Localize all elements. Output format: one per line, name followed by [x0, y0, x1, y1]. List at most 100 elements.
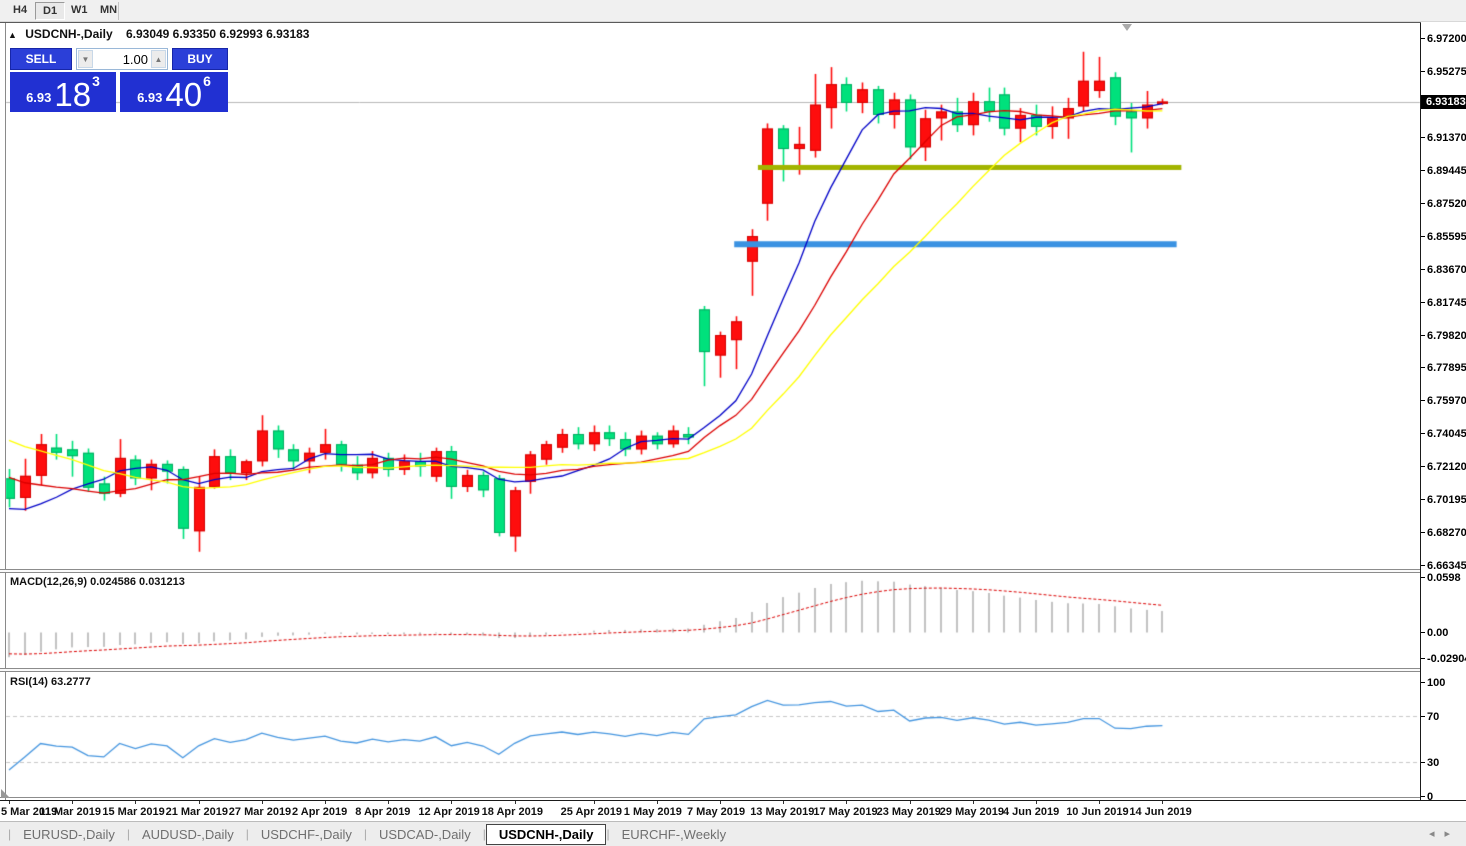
time-axis[interactable]: 5 Mar 2019 11 Mar 2019 15 Mar 2019 21 Ma…	[0, 801, 1466, 821]
chart-left-border	[5, 23, 6, 800]
axis-tick	[1421, 577, 1425, 579]
axis-tick	[1421, 761, 1425, 763]
axis-tick	[1421, 795, 1425, 797]
axis-label: -0.029049	[1421, 653, 1466, 665]
axis-label: 0.0598	[1421, 572, 1466, 584]
date-label: 12 Apr 2019	[418, 806, 480, 818]
date-tick	[325, 801, 326, 804]
chart-tab-usdcad[interactable]: USDCAD-,Daily	[378, 826, 471, 842]
axis-label: 6.87520	[1421, 198, 1466, 210]
axis-label: 0	[1421, 791, 1466, 803]
tab-scroll-right-icon[interactable]: ▸	[1444, 828, 1460, 840]
panel-splitter	[0, 669, 1466, 671]
symbol-header: ▲ USDCNH-,Daily 6.93049 6.93350 6.92993 …	[8, 27, 309, 41]
date-tick	[909, 801, 911, 804]
timeframe-button-h4[interactable]: H4	[13, 4, 28, 16]
ask-price-prefix: 6.93	[137, 90, 163, 105]
timeframe-button-mn[interactable]: MN	[100, 4, 118, 16]
collapse-triangle-icon[interactable]: ▲	[8, 30, 17, 40]
date-tick	[593, 801, 595, 804]
tab-divider: |	[245, 827, 249, 841]
axis-tick	[1421, 682, 1425, 683]
tab-divider: |	[363, 827, 367, 841]
bid-price-box[interactable]: 6.93 18 3	[10, 72, 116, 112]
axis-label: 6.83670	[1421, 264, 1466, 276]
date-label: 11 Mar 2019	[39, 806, 101, 818]
panel-splitter	[0, 797, 1466, 798]
axis-tick	[1421, 137, 1425, 139]
volume-down-icon[interactable]: ▼	[78, 50, 93, 68]
date-tick	[846, 801, 848, 804]
axis-label: 6.75970	[1421, 395, 1466, 407]
date-tick	[388, 801, 390, 804]
chart-shift-icon[interactable]	[1122, 24, 1132, 31]
timeframe-button-w1[interactable]: W1	[71, 4, 88, 16]
macd-label: MACD(12,26,9) 0.024586 0.031213	[10, 576, 185, 588]
date-label: 27 Mar 2019	[228, 806, 292, 818]
axis-label: 30	[1421, 757, 1466, 769]
bid-price-sup: 3	[92, 73, 100, 89]
date-label: 5 Mar 2019	[1, 806, 58, 818]
bid-price-prefix: 6.93	[26, 90, 52, 105]
axis-label: 6.89445	[1421, 165, 1466, 177]
axis-tick	[1421, 531, 1425, 533]
symbol-title: USDCNH-,Daily	[25, 27, 113, 41]
volume-up-icon[interactable]: ▲	[151, 50, 166, 68]
axis-tick	[1421, 301, 1425, 303]
date-label: 21 Mar 2019	[165, 806, 228, 818]
axis-tick	[1421, 203, 1425, 205]
axis-label: 0.00	[1421, 627, 1466, 639]
date-tick	[1162, 801, 1164, 804]
tab-scroll-left-icon[interactable]: ◂	[1428, 828, 1445, 840]
ohlc-quote: 6.93049 6.93350 6.92993 6.93183	[125, 27, 310, 41]
date-tick	[1099, 801, 1101, 804]
bid-price-big: 18	[54, 76, 92, 113]
tab-divider: |	[482, 827, 486, 841]
axis-tick	[1421, 334, 1425, 336]
date-label: 1 May 2019	[623, 806, 682, 818]
date-label: 7 May 2019	[687, 806, 746, 818]
date-tick	[972, 801, 974, 804]
price-axis-border	[1420, 23, 1421, 800]
date-label: 29 May 2019	[939, 806, 1005, 818]
date-label: 17 May 2019	[813, 806, 878, 818]
time-axis-border	[0, 800, 1466, 801]
tab-divider: |	[126, 827, 130, 841]
chart-tab-eurusd[interactable]: EURUSD-,Daily	[23, 826, 115, 842]
ask-price-box[interactable]: 6.93 40 6	[120, 72, 228, 112]
date-label: 18 Apr 2019	[481, 806, 543, 818]
panel-splitter	[0, 671, 1466, 672]
axis-label: 6.70195	[1421, 494, 1466, 506]
volume-input[interactable]	[94, 50, 150, 68]
date-tick	[720, 801, 721, 804]
chart-tab-audusd[interactable]: AUDUSD-,Daily	[141, 826, 234, 842]
chart-tab-usdchf[interactable]: USDCHF-,Daily	[260, 826, 352, 842]
sell-button[interactable]: SELL	[10, 48, 72, 70]
timeframe-button-d1[interactable]: D1	[35, 2, 66, 20]
panel-splitter[interactable]	[0, 668, 1466, 669]
axis-label: 6.81745	[1421, 297, 1466, 309]
axis-tick	[1421, 498, 1425, 500]
axis-tick	[1421, 564, 1425, 566]
chart-tab-eurchf[interactable]: EURCHF-,Weekly	[621, 826, 727, 842]
axis-tick	[1421, 716, 1425, 718]
tab-scroll-arrows: ◂▸	[1429, 827, 1460, 840]
panel-splitter[interactable]	[0, 569, 1466, 570]
timeframe-toolbar: H4 D1 W1 MN	[0, 0, 1466, 22]
panel-splitter	[0, 572, 1466, 573]
date-label: 14 Jun 2019	[1129, 806, 1192, 818]
date-label: 4 Jun 2019	[1003, 806, 1060, 818]
axis-label: 100	[1421, 677, 1466, 689]
date-tick	[72, 801, 74, 804]
panel-splitter	[0, 570, 1466, 572]
chart-tab-usdcnh[interactable]: USDCNH-,Daily	[485, 823, 607, 845]
axis-tick	[1421, 38, 1425, 39]
panel-resize-grip-icon[interactable]	[1, 789, 10, 798]
date-tick	[9, 801, 10, 804]
buy-button[interactable]: BUY	[172, 48, 228, 70]
date-tick	[198, 801, 200, 804]
price-axis[interactable]: 6.93183 6.97200 6.95275 6.91370 6.89445 …	[1421, 22, 1466, 803]
toolbar-separator	[118, 2, 119, 20]
date-tick	[1036, 801, 1037, 804]
